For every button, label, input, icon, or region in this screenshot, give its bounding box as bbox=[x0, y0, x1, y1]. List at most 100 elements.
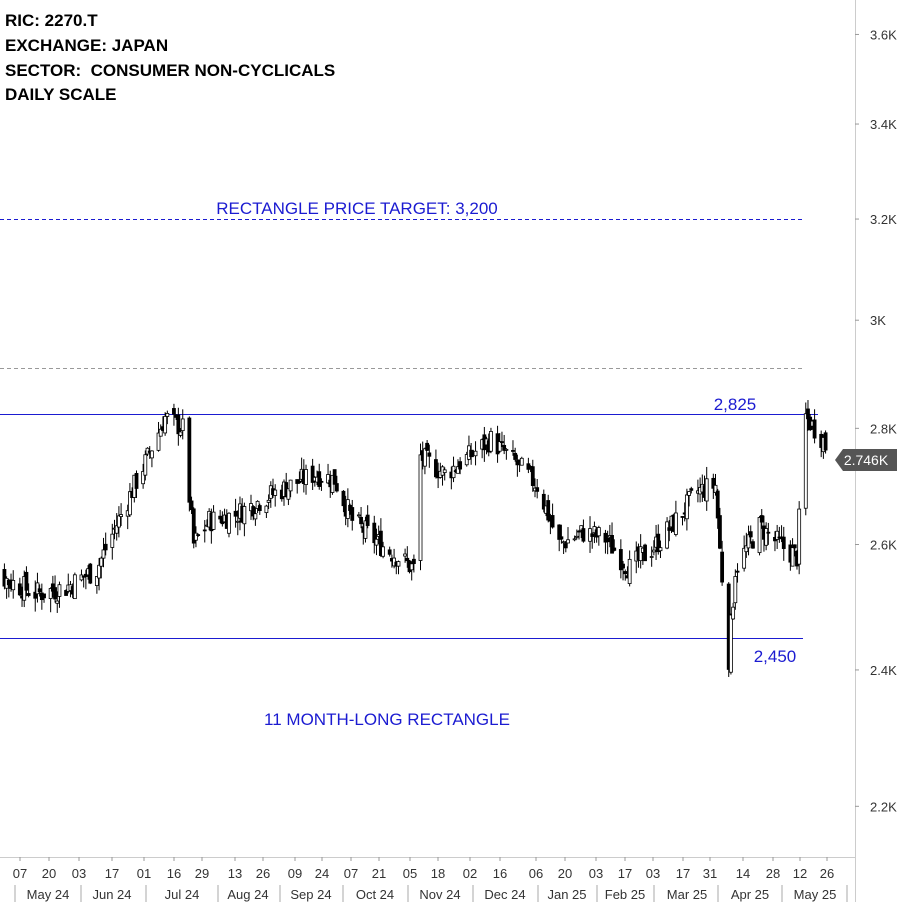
candle-body bbox=[579, 525, 584, 531]
candle-body bbox=[97, 564, 101, 579]
candle-body bbox=[731, 606, 736, 620]
last-price-tag: 2.746K bbox=[835, 449, 897, 471]
target-label: RECTANGLE PRICE TARGET: 3,200 bbox=[216, 199, 498, 218]
x-month-label: Sep 24 bbox=[290, 887, 331, 902]
candle-body bbox=[202, 529, 207, 532]
candle-body bbox=[273, 489, 278, 496]
candle-body bbox=[412, 558, 416, 564]
candle-body bbox=[163, 415, 168, 434]
candle-body bbox=[775, 530, 780, 540]
candle-body bbox=[150, 450, 154, 459]
candle-body bbox=[561, 541, 566, 544]
candle-body bbox=[165, 413, 170, 417]
candle-body bbox=[396, 561, 401, 567]
candle-body bbox=[101, 549, 106, 559]
candle-body bbox=[286, 488, 291, 500]
candle-body bbox=[667, 527, 672, 531]
candle-body bbox=[735, 570, 740, 573]
candle-body bbox=[559, 536, 564, 540]
x-tick-label: 13 bbox=[228, 866, 242, 881]
candle-body bbox=[572, 538, 577, 541]
x-month-label: Jul 24 bbox=[165, 887, 200, 902]
x-tick-label: 14 bbox=[736, 866, 750, 881]
sector-label: SECTOR: CONSUMER NON-CYCLICALS bbox=[5, 61, 336, 80]
candle-body bbox=[511, 450, 515, 452]
candle-body bbox=[757, 517, 762, 554]
x-tick-label: 26 bbox=[256, 866, 270, 881]
candle-body bbox=[766, 531, 771, 534]
candle-body bbox=[535, 487, 540, 492]
candle-body bbox=[264, 505, 269, 514]
candle-body bbox=[242, 506, 247, 525]
candle-body bbox=[744, 545, 749, 553]
candle-body bbox=[359, 516, 363, 525]
candle-body bbox=[658, 547, 663, 552]
candle-body bbox=[742, 547, 747, 569]
candle-body bbox=[643, 544, 647, 562]
x-month-label: Dec 24 bbox=[484, 887, 525, 902]
candle-body bbox=[733, 576, 738, 604]
candle-body bbox=[434, 459, 438, 478]
candle-body bbox=[88, 563, 93, 584]
x-month-label: May 24 bbox=[27, 887, 70, 902]
candle-body bbox=[48, 588, 53, 599]
x-tick-label: 03 bbox=[72, 866, 86, 881]
candle-body bbox=[143, 454, 148, 476]
x-tick-label: 03 bbox=[589, 866, 603, 881]
candle-body bbox=[665, 521, 669, 549]
candle-body bbox=[673, 512, 678, 535]
x-tick-label: 02 bbox=[463, 866, 477, 881]
candle-body bbox=[350, 507, 355, 521]
candle-body bbox=[317, 471, 322, 487]
pattern-label: 11 MONTH-LONG RECTANGLE bbox=[264, 710, 510, 729]
candle-body bbox=[332, 469, 337, 485]
candle-body bbox=[519, 457, 524, 466]
candle-body bbox=[456, 466, 460, 474]
candle-body bbox=[759, 515, 764, 523]
candle-body bbox=[792, 544, 797, 549]
candle-body bbox=[803, 413, 808, 509]
x-tick-label: 24 bbox=[315, 866, 329, 881]
candle-body bbox=[55, 600, 60, 604]
x-tick-label: 28 bbox=[766, 866, 780, 881]
x-tick-label: 16 bbox=[167, 866, 181, 881]
x-month-label: Aug 24 bbox=[227, 887, 268, 902]
candle-body bbox=[550, 515, 555, 528]
candle-body bbox=[297, 480, 302, 484]
candle-body bbox=[546, 500, 551, 521]
x-month-label: Oct 24 bbox=[356, 887, 394, 902]
candle-body bbox=[235, 520, 240, 523]
candle-body bbox=[513, 452, 518, 460]
candle-body bbox=[156, 432, 161, 451]
candle-body bbox=[684, 494, 689, 520]
candle-body bbox=[764, 528, 769, 546]
candle-body bbox=[627, 558, 632, 584]
candle-body bbox=[621, 563, 625, 569]
candle-body bbox=[574, 535, 579, 538]
candle-body bbox=[319, 480, 324, 483]
candle-body bbox=[425, 442, 430, 451]
candle-body bbox=[11, 580, 16, 591]
x-month-label: Feb 25 bbox=[605, 887, 645, 902]
exchange-label: EXCHANGE: JAPAN bbox=[5, 36, 169, 55]
candle-body bbox=[566, 539, 570, 544]
candle-body bbox=[656, 533, 661, 553]
candle-body bbox=[381, 546, 385, 557]
candle-body bbox=[57, 584, 62, 597]
candle-body bbox=[502, 444, 507, 451]
candle-body bbox=[618, 549, 623, 571]
candle-body bbox=[178, 431, 183, 436]
candle-body bbox=[53, 587, 57, 600]
candle-body bbox=[83, 573, 88, 577]
candle-body bbox=[304, 469, 308, 486]
candle-body bbox=[372, 522, 377, 544]
x-tick-label: 26 bbox=[820, 866, 834, 881]
candle-body bbox=[563, 543, 568, 549]
x-tick-label: 17 bbox=[618, 866, 632, 881]
candle-body bbox=[497, 441, 502, 452]
candle-body bbox=[823, 432, 828, 451]
candle-body bbox=[423, 448, 427, 467]
candle-body bbox=[227, 512, 231, 534]
x-month-label: Jun 24 bbox=[92, 887, 131, 902]
